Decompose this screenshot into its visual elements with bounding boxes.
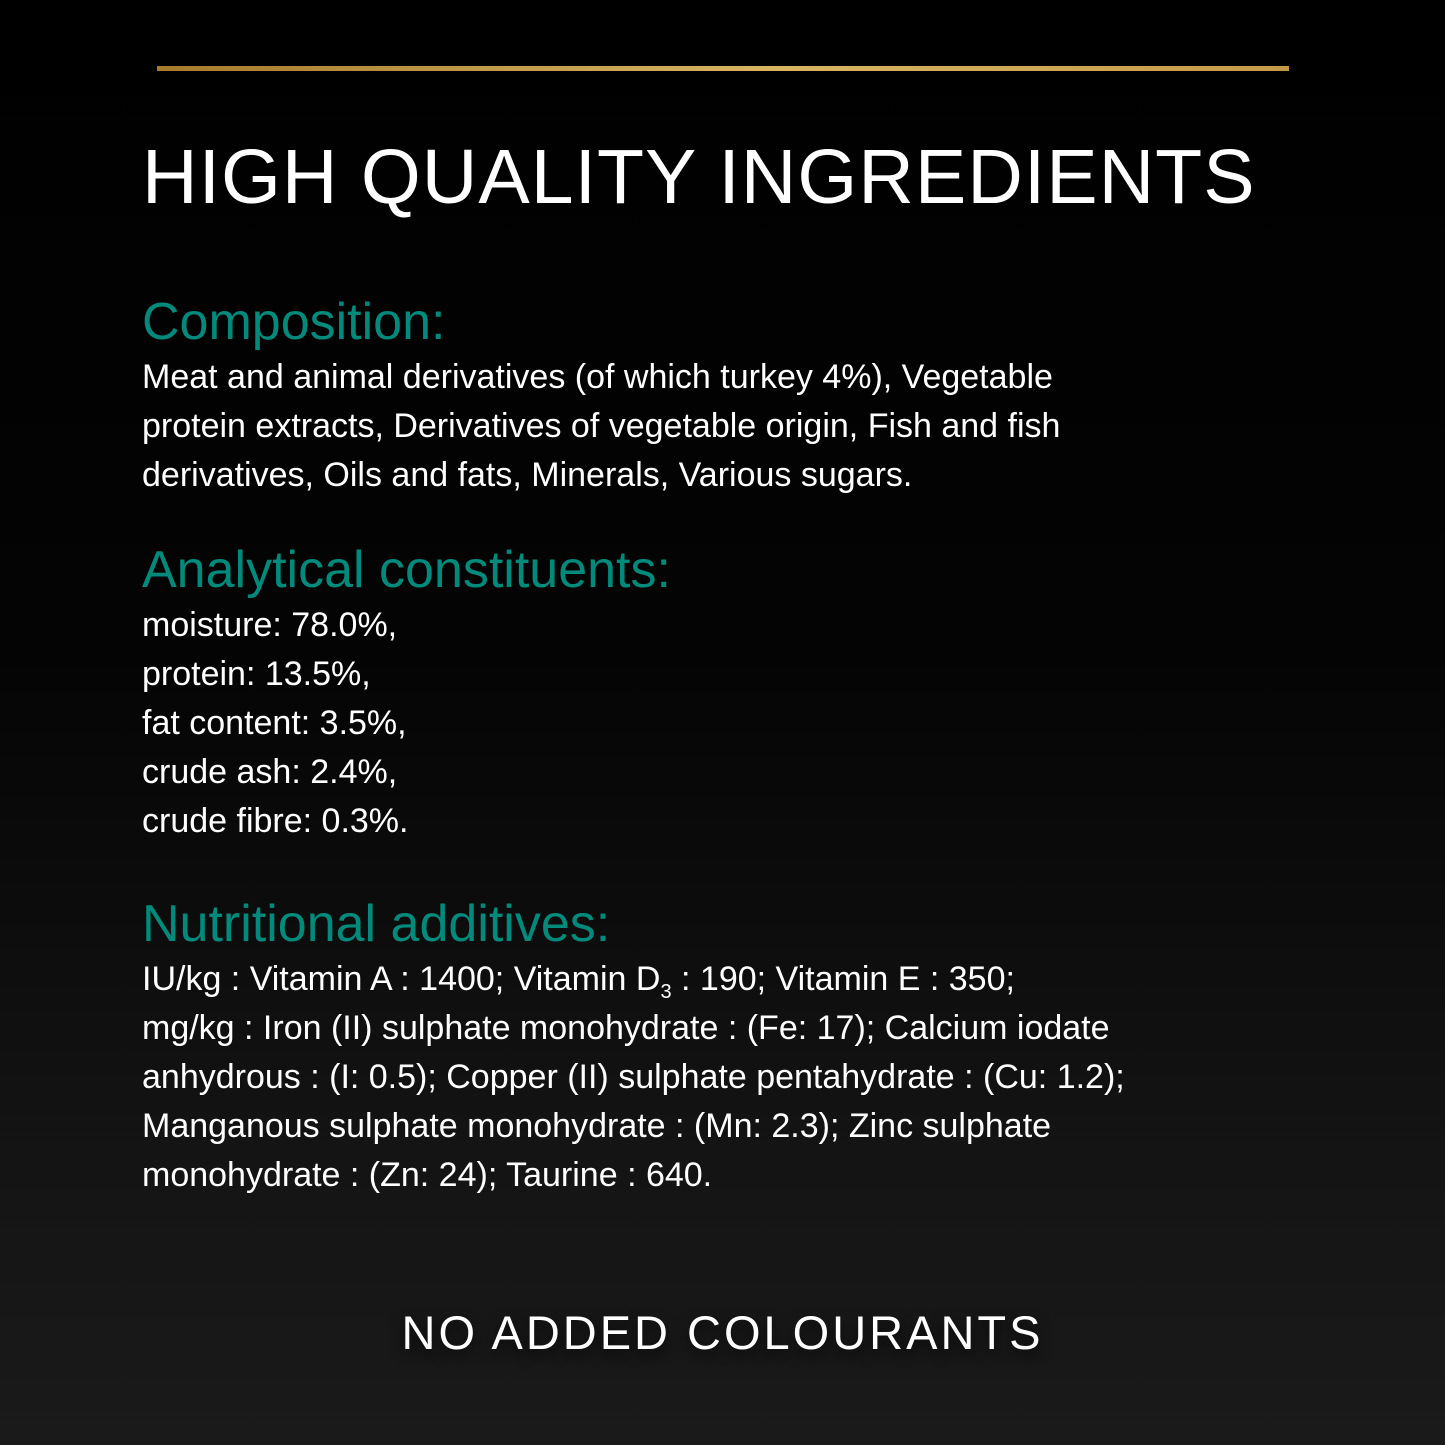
footer-claim: NO ADDED COLOURANTS (401, 1306, 1044, 1359)
composition-line: derivatives, Oils and fats, Minerals, Va… (142, 456, 913, 494)
composition-heading: Composition: (142, 293, 446, 351)
analytical-heading: Analytical constituents: (142, 541, 671, 599)
analytical-item: protein: 13.5%, (142, 655, 371, 693)
composition-text: Meat and animal derivatives (of which tu… (142, 353, 1060, 500)
nutritional-text-part: : 190; Vitamin E : 350; (671, 960, 1015, 998)
nutritional-line: monohydrate : (Zn: 24); Taurine : 640. (142, 1156, 713, 1194)
composition-line: Meat and animal derivatives (of which tu… (142, 358, 1053, 396)
nutritional-line: mg/kg : Iron (II) sulphate monohydrate :… (142, 1009, 1110, 1047)
nutritional-line: IU/kg : Vitamin A : 1400; Vitamin D3 : 1… (142, 955, 1125, 1004)
nutritional-text-part: IU/kg : Vitamin A : 1400; Vitamin D (142, 960, 661, 998)
analytical-list: moisture: 78.0%, protein: 13.5%, fat con… (142, 601, 408, 846)
analytical-item: crude ash: 2.4%, (142, 753, 398, 791)
page-title: HIGH QUALITY INGREDIENTS (142, 134, 1256, 220)
nutritional-text: IU/kg : Vitamin A : 1400; Vitamin D3 : 1… (142, 955, 1125, 1200)
nutritional-heading: Nutritional additives: (142, 895, 611, 953)
analytical-item: moisture: 78.0%, (142, 606, 398, 644)
analytical-item: crude fibre: 0.3%. (142, 802, 409, 840)
gold-divider (157, 66, 1289, 71)
nutritional-line: Manganous sulphate monohydrate : (Mn: 2.… (142, 1107, 1052, 1145)
analytical-item: fat content: 3.5%, (142, 704, 407, 742)
nutritional-line: anhydrous : (I: 0.5); Copper (II) sulpha… (142, 1058, 1125, 1096)
subscript: 3 (660, 981, 672, 1003)
composition-line: protein extracts, Derivatives of vegetab… (142, 407, 1061, 445)
